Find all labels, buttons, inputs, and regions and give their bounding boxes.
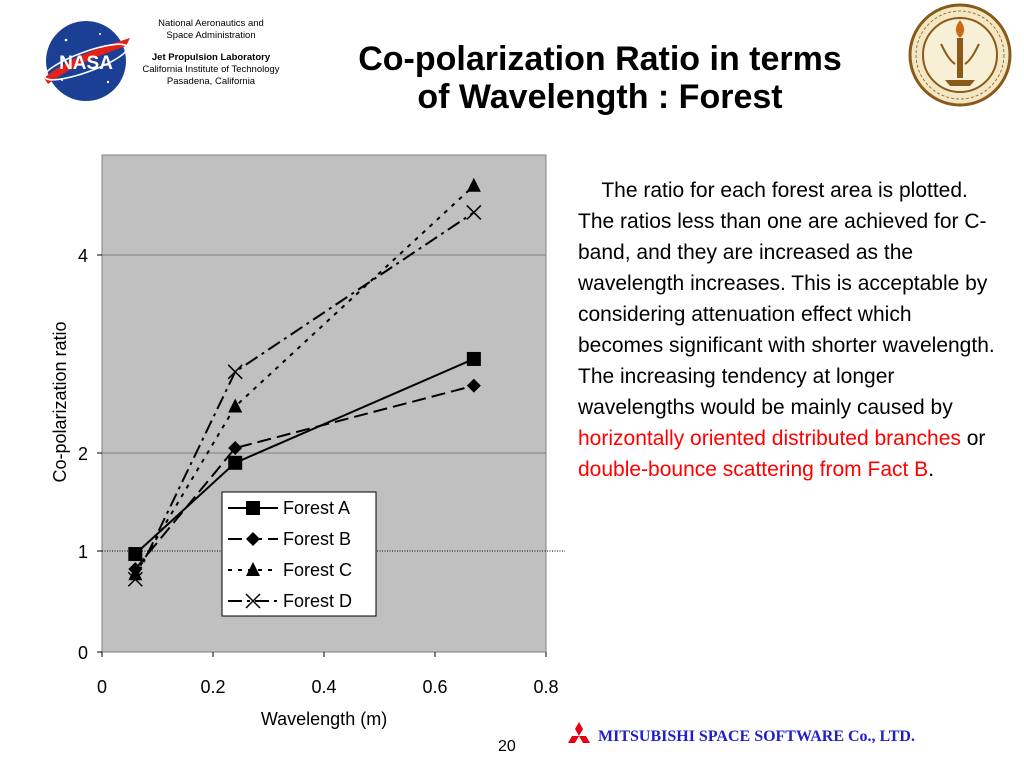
nasa-logo: NASA	[43, 21, 130, 101]
series-forest-d	[127, 204, 482, 587]
nasa-line-1: National Aeronautics and	[158, 18, 264, 29]
series-forest-a	[128, 351, 481, 562]
legend: Forest A Forest B Forest C Forest D	[221, 491, 377, 617]
description-highlight-1: horizontally oriented distributed branch…	[578, 427, 961, 450]
x-axis-label: Wavelength (m)	[261, 709, 387, 729]
company-name: MITSUBISHI SPACE SOFTWARE Co., LTD.	[598, 728, 915, 745]
slide-title: Co-polarization Ratio in terms of Wavele…	[280, 40, 920, 116]
x-tick-label: 0.4	[311, 677, 336, 697]
series-line-forest-b	[134, 384, 475, 570]
nasa-line-2: Space Administration	[166, 30, 256, 41]
caltech-seal	[908, 3, 1012, 107]
y-tick-label: 2	[78, 444, 88, 464]
y-tick-label: 1	[78, 542, 88, 562]
legend-label-forest-c: Forest C	[283, 560, 352, 580]
x-tick-label: 0.8	[533, 677, 558, 697]
legend-marker-forest-d	[245, 593, 261, 609]
x-tick-label: 0.2	[200, 677, 225, 697]
nasa-logo-text: NASA	[59, 53, 113, 74]
series-layer	[127, 177, 482, 587]
caltech-line: California Institute of Technology	[142, 64, 280, 75]
legend-label-forest-a: Forest A	[283, 498, 350, 518]
description-text: The ratio for each forest area is plotte…	[578, 179, 995, 419]
legend-label-forest-d: Forest D	[283, 591, 352, 611]
legend-marker-forest-c	[246, 562, 260, 576]
data-point-forest-c	[466, 177, 481, 192]
y-tick-label: 4	[78, 246, 88, 266]
data-point-forest-a	[228, 455, 243, 470]
data-point-forest-d	[127, 571, 143, 587]
series-line-forest-c	[134, 184, 475, 575]
data-point-forest-d	[227, 364, 243, 380]
gridlines	[102, 254, 565, 552]
description: The ratio for each forest area is plotte…	[578, 175, 998, 485]
x-tick-label: 0	[97, 677, 107, 697]
title-line-1: Co-polarization Ratio in terms	[358, 40, 842, 78]
institution-block: National Aeronautics and Space Administr…	[135, 18, 287, 88]
title-line-2: of Wavelength : Forest	[417, 78, 783, 116]
legend-marker-forest-b	[246, 532, 260, 546]
legend-marker-forest-a	[246, 501, 260, 515]
mitsubishi-logo	[568, 722, 590, 743]
location-line: Pasadena, California	[166, 76, 256, 87]
data-point-forest-a	[128, 547, 143, 562]
data-point-forest-a	[466, 351, 481, 366]
page-number: 20	[498, 738, 516, 755]
data-point-forest-b	[466, 378, 481, 393]
x-tick-label: 0.6	[422, 677, 447, 697]
y-tick-label: 0	[78, 643, 88, 663]
description-highlight-2: double-bounce scattering from Fact B	[578, 458, 929, 481]
y-axis-label: Co-polarization ratio	[50, 321, 70, 482]
jpl-line: Jet Propulsion Laboratory	[151, 52, 271, 63]
data-point-forest-c	[228, 398, 243, 413]
data-point-forest-d	[466, 204, 482, 220]
axes: 0 1 2 4 0 0.2 0.4 0.6 0.8	[78, 246, 559, 697]
data-point-forest-b	[228, 441, 243, 456]
description-connector: or	[960, 427, 986, 450]
description-end: .	[928, 458, 935, 481]
legend-label-forest-b: Forest B	[283, 529, 351, 549]
